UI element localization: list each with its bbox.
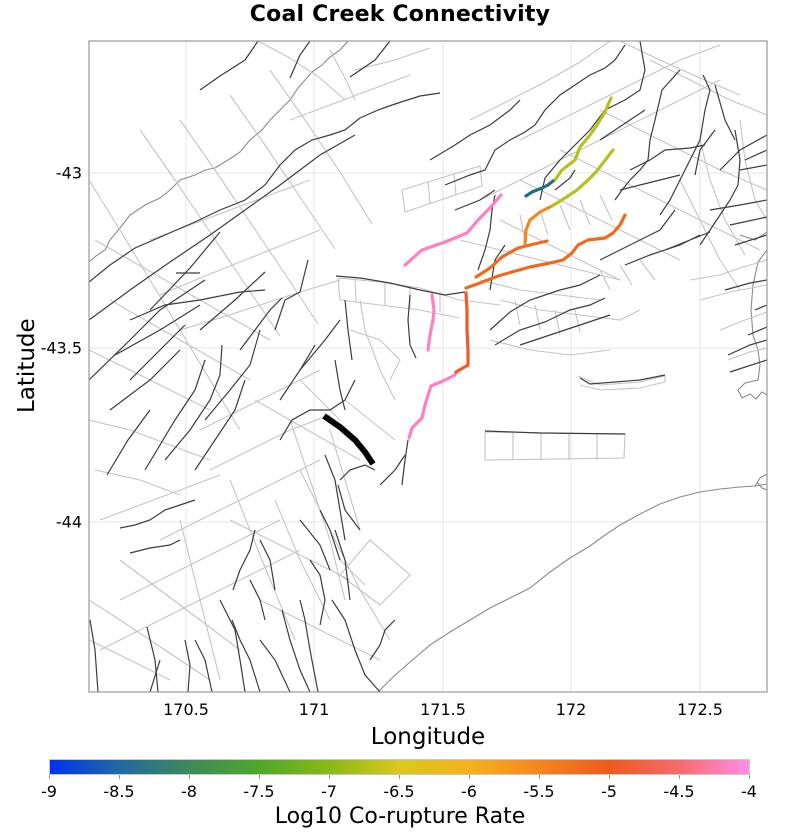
- colorbar-tick-label: -5: [601, 782, 617, 801]
- x-tick-label: 171.5: [420, 700, 466, 719]
- colorbar-tick-label: -8.5: [103, 782, 135, 801]
- chart-title: Coal Creek Connectivity: [249, 2, 551, 27]
- coastline: [89, 41, 767, 692]
- teal-fault: [524, 179, 555, 198]
- orange-fault: [523, 204, 554, 246]
- plot-frame: [88, 40, 768, 693]
- colorbar-tick-label: -9: [41, 782, 57, 801]
- colorbar-tick-label: -4.5: [663, 782, 695, 801]
- orange-red-fault-long: [464, 213, 627, 290]
- red-fault-south-seg: [454, 363, 470, 374]
- pink-fault-west: [403, 193, 503, 267]
- orange-red-fault-short: [474, 239, 549, 279]
- fault-traces: [89, 41, 767, 692]
- colorbar-tick-label: -7: [321, 782, 337, 801]
- x-axis-label: Longitude: [370, 724, 486, 750]
- colorbar-tick-mark: [189, 775, 190, 779]
- colorbar-tick-label: -8: [181, 782, 197, 801]
- colorbar-tick-mark: [539, 775, 540, 779]
- colorbar-label: Log10 Co-rupture Rate: [274, 804, 526, 829]
- colorbar-tick-mark: [329, 775, 330, 779]
- y-tick-label: -43.5: [40, 338, 82, 358]
- fault-subsections: [89, 41, 767, 681]
- colorbar-tick-label: -7.5: [243, 782, 275, 801]
- colorbar: [49, 759, 750, 775]
- y-tick-label: -43: [55, 163, 82, 183]
- pink-fault-short: [426, 293, 436, 352]
- corupture-traces: [403, 96, 627, 440]
- colorbar-tick-mark: [469, 775, 470, 779]
- colorbar-tick-mark: [609, 775, 610, 779]
- coal-creek-fault: [322, 413, 376, 466]
- y-tick-label: -44: [55, 512, 82, 532]
- yellow-green-fault-lower: [550, 148, 615, 208]
- x-tick-label: 170.5: [163, 700, 209, 719]
- colorbar-tick-mark: [119, 775, 120, 779]
- colorbar-tick-mark: [49, 775, 50, 779]
- colorbar-tick-mark: [259, 775, 260, 779]
- x-tick-label: 172: [555, 700, 587, 719]
- colorbar-tick-label: -6: [461, 782, 477, 801]
- colorbar-tick-mark: [399, 775, 400, 779]
- gridlines: [89, 41, 767, 692]
- x-tick-label: 172.5: [677, 700, 723, 719]
- colorbar-tick-mark: [679, 775, 680, 779]
- pink-fault-south: [407, 370, 458, 440]
- yellow-green-fault-upper: [553, 96, 613, 182]
- colorbar-tick-label: -4: [741, 782, 757, 801]
- colorbar-tick-label: -5.5: [523, 782, 555, 801]
- colorbar-tick-mark: [749, 775, 750, 779]
- colorbar-tick-label: -6.5: [383, 782, 415, 801]
- x-tick-label: 171: [298, 700, 330, 719]
- red-fault-ns: [464, 291, 470, 367]
